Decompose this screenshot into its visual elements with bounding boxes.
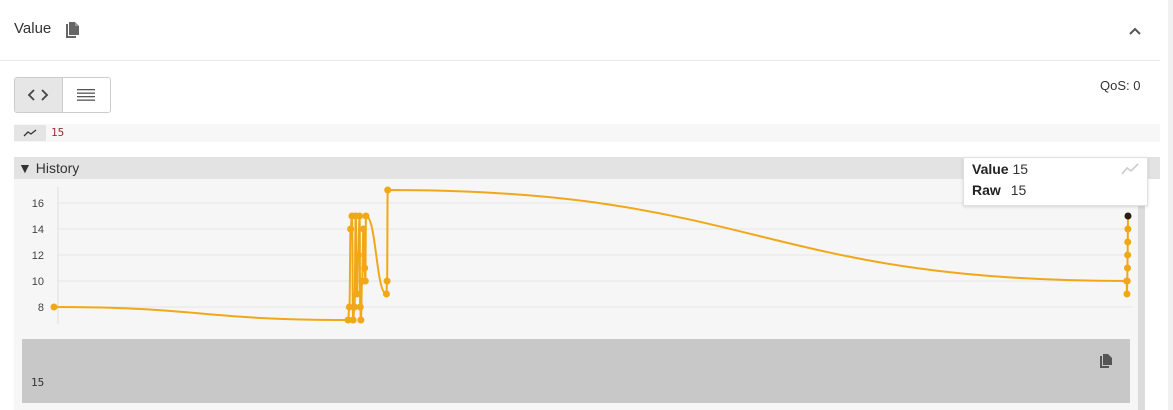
copy-icon[interactable] [64,21,80,39]
sparkline-toggle[interactable] [14,125,46,141]
y-tick-label: 14 [32,224,44,236]
data-point[interactable] [383,277,391,285]
view-toggle-group [14,77,111,113]
collapse-button[interactable] [1124,20,1146,42]
data-point[interactable] [382,290,390,298]
panel-title: Value [14,20,52,37]
history-label-text: History [35,160,80,176]
history-toggle[interactable]: ▼ History [14,157,1160,179]
data-point[interactable] [361,264,369,272]
data-point[interactable] [361,277,369,285]
data-point[interactable] [50,303,58,311]
data-point[interactable] [347,225,355,233]
raw-value-box: 15 [22,339,1130,403]
list-icon [77,89,96,101]
y-tick-label: 16 [32,198,44,210]
data-point[interactable] [357,316,365,324]
sparkline-icon [23,129,37,137]
history-chart-svg[interactable]: 8 10 12 14 16 [14,179,1138,339]
tooltip-raw-row: Raw 15 [972,182,1026,198]
data-point[interactable] [353,290,361,298]
tooltip-value-label: Value [972,161,1009,177]
data-point[interactable] [362,212,370,220]
header-divider [0,60,1160,61]
current-value: 15 [51,126,65,139]
data-point[interactable] [384,186,392,194]
data-point[interactable] [1124,225,1132,233]
tooltip-raw-label: Raw [972,182,1001,198]
page-scrollbar[interactable] [1168,0,1173,410]
data-point[interactable] [1123,277,1131,285]
data-point[interactable] [349,316,357,324]
panel-header: Value [0,0,1160,60]
chart-scrollbar[interactable] [1138,179,1145,410]
data-point[interactable] [356,303,364,311]
latest-data-point[interactable] [1124,212,1132,220]
copy-icon[interactable] [1099,353,1113,374]
data-point[interactable] [345,303,353,311]
data-point[interactable] [1123,264,1131,272]
raw-value: 15 [31,376,45,389]
list-view-button[interactable] [62,78,110,112]
data-point[interactable] [354,251,362,259]
tooltip-raw: 15 [1010,182,1027,198]
y-tick-label: 8 [38,302,44,314]
y-tick-label: 10 [32,276,44,288]
data-point[interactable] [344,316,352,324]
data-point[interactable] [1124,238,1132,246]
code-icon [27,89,49,101]
data-point[interactable] [356,212,364,220]
tooltip-value: 15 [1012,161,1029,177]
code-view-button[interactable] [15,78,63,112]
y-tick-label: 12 [32,250,44,262]
chart-line-icon[interactable] [1121,162,1139,179]
history-label: ▼ History [18,160,80,176]
data-point[interactable] [1124,251,1132,259]
data-point[interactable] [359,225,367,233]
current-value-row: 15 [14,124,1160,142]
chart-tooltip: Value 15 Raw 15 [963,157,1148,206]
chevron-up-icon [1129,27,1141,35]
data-point[interactable] [350,303,358,311]
tooltip-value-row: Value 15 [972,161,1028,177]
qos-label: QoS: 0 [1100,78,1141,93]
data-point[interactable] [1123,290,1131,298]
